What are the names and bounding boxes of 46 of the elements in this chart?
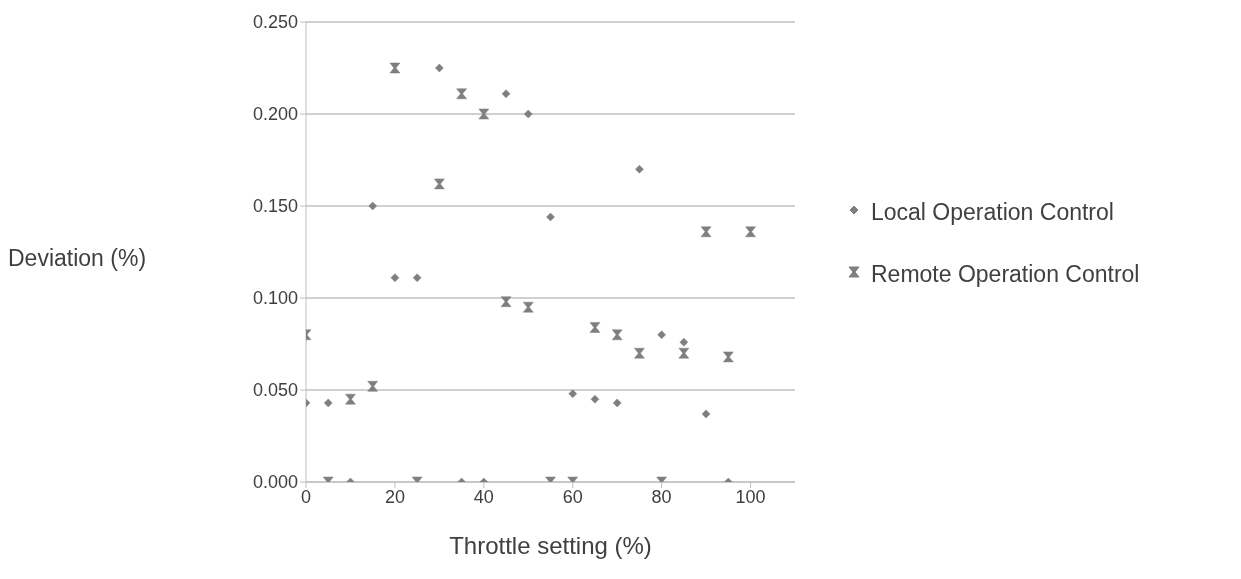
point — [546, 212, 555, 222]
point — [345, 393, 356, 405]
x-tick-label: 60 — [562, 486, 583, 507]
point — [412, 273, 422, 283]
point — [524, 109, 533, 119]
point — [478, 108, 490, 120]
point — [323, 398, 333, 408]
y-tick-label: 0.050 — [252, 380, 298, 401]
y-tick-label: 0.200 — [252, 104, 298, 125]
point — [389, 62, 401, 74]
point — [635, 164, 644, 174]
point — [612, 398, 622, 408]
point — [501, 89, 511, 99]
point — [611, 329, 623, 341]
point — [367, 381, 378, 392]
point — [634, 347, 645, 359]
point — [368, 201, 377, 211]
x-tick-label: 80 — [651, 486, 672, 507]
point — [723, 351, 734, 363]
y-tick-label: 0.100 — [252, 288, 298, 309]
point — [500, 296, 512, 307]
point — [745, 226, 756, 238]
point — [435, 63, 444, 73]
x-tick-label: 40 — [473, 486, 494, 507]
y-tick-label: 0.000 — [252, 472, 298, 493]
x-tick-label: 100 — [735, 486, 766, 507]
x-axis-title: Throttle setting (%) — [449, 532, 652, 559]
point — [657, 330, 666, 340]
point — [679, 337, 689, 347]
y-tick-label: 0.250 — [252, 12, 298, 33]
point — [590, 394, 600, 404]
point — [568, 389, 577, 398]
legend-label: Local Operation Control — [871, 197, 1114, 227]
point — [700, 226, 712, 238]
point — [456, 88, 467, 100]
point — [390, 273, 400, 283]
y-axis-title: Deviation (%) — [8, 244, 147, 272]
x-tick-label: 0 — [300, 486, 312, 507]
y-tick-label: 0.150 — [252, 196, 298, 217]
x-tick-label: 20 — [384, 486, 405, 507]
legend-label: Remote Operation Control — [871, 260, 1140, 289]
point — [589, 322, 601, 333]
point — [523, 301, 534, 313]
point — [701, 409, 711, 419]
point — [678, 347, 690, 359]
point — [434, 178, 445, 190]
